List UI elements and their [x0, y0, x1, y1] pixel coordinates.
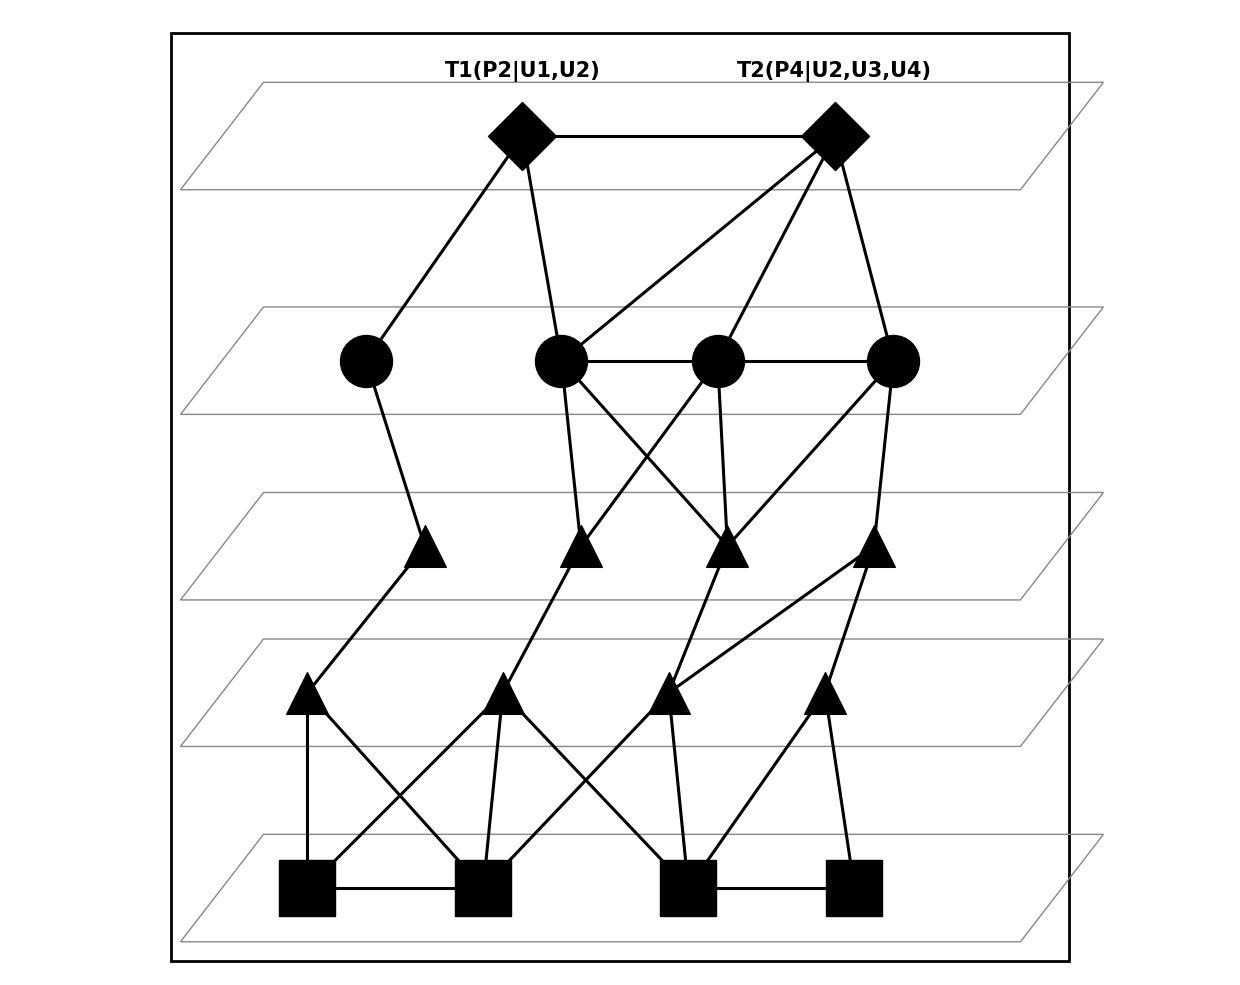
Point — [492, 685, 512, 700]
Point — [844, 881, 864, 896]
Point — [414, 539, 434, 555]
Point — [552, 353, 572, 368]
Point — [356, 353, 376, 368]
Point — [298, 685, 317, 700]
Point — [658, 685, 678, 700]
Point — [708, 353, 728, 368]
Point — [474, 881, 494, 896]
Point — [298, 881, 317, 896]
Text: T1(P2|U1,U2): T1(P2|U1,U2) — [444, 61, 600, 83]
Point — [570, 539, 590, 555]
Point — [884, 353, 904, 368]
Point — [678, 881, 698, 896]
Point — [815, 685, 835, 700]
Point — [718, 539, 738, 555]
Point — [512, 128, 532, 144]
Text: T2(P4|U2,U3,U4): T2(P4|U2,U3,U4) — [738, 61, 932, 83]
Point — [825, 128, 844, 144]
Point — [864, 539, 884, 555]
